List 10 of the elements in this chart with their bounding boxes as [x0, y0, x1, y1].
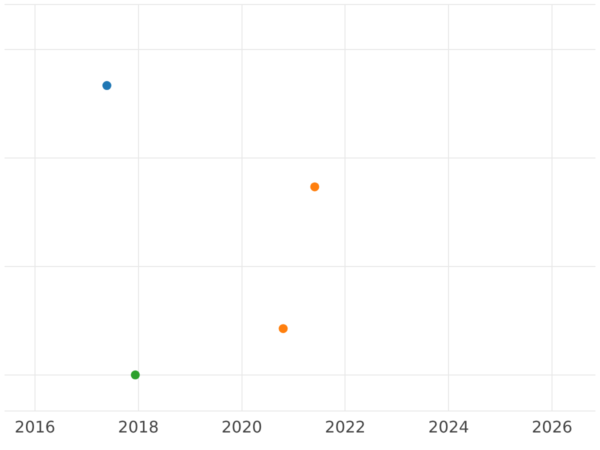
x-tick-label: 2022	[324, 418, 366, 437]
point	[278, 324, 288, 334]
x-tick-label: 2020	[221, 418, 262, 437]
point	[310, 182, 320, 192]
x-tick-label: 2026	[532, 418, 572, 437]
x-tick-label: 2024	[428, 418, 470, 437]
point	[130, 370, 140, 380]
point	[102, 81, 112, 90]
x-tick-label: 2018	[118, 418, 159, 437]
x-tick-label: 2016	[14, 418, 56, 437]
